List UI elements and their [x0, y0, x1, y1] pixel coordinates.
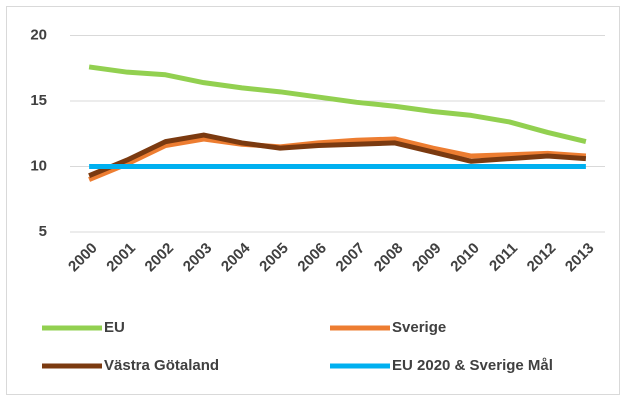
chart-frame	[6, 6, 620, 395]
series-line	[88, 132, 587, 178]
y-tick-label: 5	[39, 223, 47, 240]
legend-label: Västra Götaland	[104, 357, 219, 374]
legend-label: EU 2020 & Sverige Mål	[392, 357, 553, 374]
legend-label: EU	[104, 319, 125, 336]
y-tick-label: 20	[30, 26, 47, 43]
legend-label: Sverige	[392, 319, 446, 336]
y-tick-label: 10	[30, 157, 47, 174]
series-line	[88, 136, 587, 182]
series-line	[88, 64, 587, 145]
y-tick-label: 15	[30, 92, 47, 109]
